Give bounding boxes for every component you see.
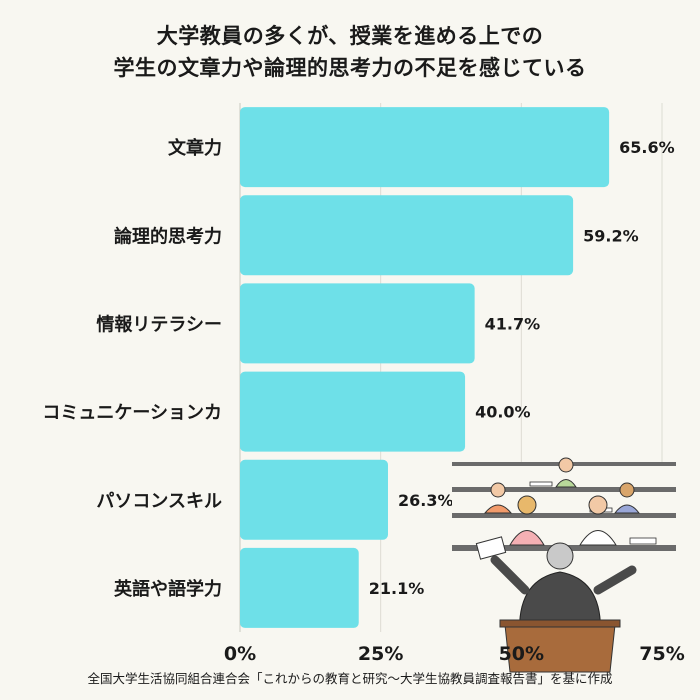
x-tick-label: 50% [499, 643, 544, 665]
bar [240, 283, 475, 364]
value-label: 21.1% [369, 579, 425, 598]
chart-subtitle: 学生の文章力や論理的思考力の不足を感じている [113, 56, 587, 80]
x-tick-label: 25% [358, 643, 403, 665]
value-label: 26.3% [398, 491, 454, 510]
x-tick-label: 75% [639, 643, 684, 665]
podium-top [499, 619, 621, 628]
bar [240, 107, 610, 188]
category-label: 情報リテラシー [96, 313, 222, 335]
chart-title: 大学教員の多くが、授業を進める上での [156, 24, 544, 48]
value-label: 59.2% [583, 226, 639, 245]
category-label: パソコンスキル [96, 491, 222, 512]
value-label: 40.0% [475, 403, 531, 422]
bar [240, 195, 574, 276]
x-axis-ticks: 0% 25% 50% 75% [224, 643, 685, 665]
value-label: 41.7% [485, 314, 541, 333]
category-label: 英語や語学力 [113, 578, 222, 600]
tier-line [452, 487, 676, 492]
bar [240, 547, 359, 628]
tier-line [452, 513, 676, 518]
student-figure [483, 482, 513, 514]
student-figure [613, 482, 641, 514]
source-note: 全国大学生活協同組合連合会「これからの教育と研究〜大学生協教員調査報告書」を基に… [87, 671, 613, 686]
bar [240, 371, 466, 452]
category-label: 論理的思考力 [114, 225, 222, 247]
book [629, 537, 657, 545]
category-label: コミュニケーションカ [42, 403, 222, 424]
student-figure [579, 495, 617, 546]
value-label: 65.6% [619, 138, 675, 157]
x-tick-label: 0% [224, 643, 256, 665]
bar [240, 459, 388, 540]
category-label: 文章力 [168, 137, 222, 159]
book [529, 481, 553, 487]
student-figure [555, 457, 577, 488]
bars: 文章力 65.6% 論理的思考力 59.2% 情報リテラシー 41.7% コミュニケーション… [42, 107, 675, 628]
lecture-illustration [452, 457, 676, 673]
student-figure [509, 495, 545, 546]
